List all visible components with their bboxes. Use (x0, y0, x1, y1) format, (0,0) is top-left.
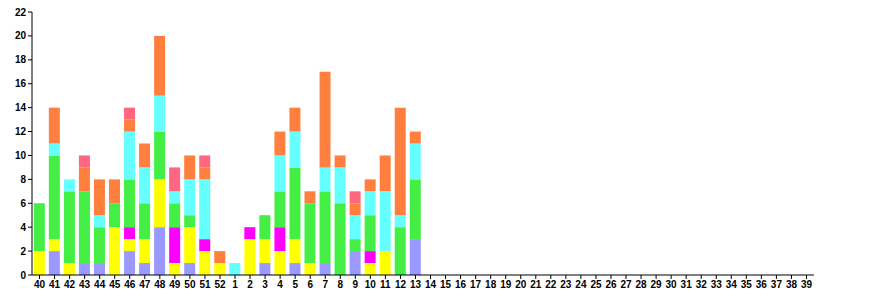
svg-text:41: 41 (49, 279, 61, 290)
svg-text:3: 3 (262, 279, 268, 290)
svg-text:9: 9 (353, 279, 359, 290)
svg-text:18: 18 (15, 54, 27, 65)
svg-text:4: 4 (277, 279, 283, 290)
svg-text:24: 24 (575, 279, 587, 290)
svg-text:23: 23 (560, 279, 572, 290)
svg-text:14: 14 (425, 279, 437, 290)
svg-text:48: 48 (154, 279, 166, 290)
svg-text:29: 29 (651, 279, 663, 290)
svg-text:5: 5 (292, 279, 298, 290)
svg-text:8: 8 (338, 279, 344, 290)
svg-text:14: 14 (15, 102, 27, 113)
svg-text:7: 7 (322, 279, 328, 290)
svg-text:19: 19 (500, 279, 512, 290)
svg-text:1: 1 (232, 279, 238, 290)
svg-text:10: 10 (15, 150, 27, 161)
svg-text:44: 44 (94, 279, 106, 290)
svg-text:0: 0 (20, 270, 26, 281)
svg-text:27: 27 (620, 279, 632, 290)
svg-text:12: 12 (15, 126, 27, 137)
svg-text:46: 46 (124, 279, 136, 290)
svg-text:37: 37 (771, 279, 783, 290)
svg-text:11: 11 (380, 279, 391, 290)
svg-text:6: 6 (307, 279, 313, 290)
svg-text:35: 35 (741, 279, 753, 290)
svg-text:12: 12 (395, 279, 407, 290)
svg-text:34: 34 (726, 279, 738, 290)
svg-text:52: 52 (214, 279, 226, 290)
svg-text:16: 16 (455, 279, 467, 290)
svg-text:13: 13 (410, 279, 422, 290)
svg-text:50: 50 (184, 279, 196, 290)
svg-text:45: 45 (109, 279, 121, 290)
svg-text:47: 47 (139, 279, 151, 290)
svg-text:32: 32 (696, 279, 708, 290)
svg-text:17: 17 (470, 279, 482, 290)
svg-text:15: 15 (440, 279, 452, 290)
svg-text:16: 16 (15, 78, 27, 89)
svg-text:30: 30 (666, 279, 678, 290)
svg-text:25: 25 (590, 279, 602, 290)
svg-text:40: 40 (34, 279, 46, 290)
svg-text:4: 4 (20, 222, 26, 233)
svg-text:49: 49 (169, 279, 181, 290)
svg-text:2: 2 (247, 279, 253, 290)
svg-text:26: 26 (605, 279, 617, 290)
svg-text:33: 33 (711, 279, 723, 290)
svg-text:6: 6 (20, 198, 26, 209)
svg-text:20: 20 (15, 30, 27, 41)
svg-text:42: 42 (64, 279, 76, 290)
svg-text:2: 2 (20, 246, 26, 257)
svg-text:36: 36 (756, 279, 768, 290)
svg-text:20: 20 (515, 279, 527, 290)
svg-text:38: 38 (786, 279, 798, 290)
svg-text:10: 10 (365, 279, 377, 290)
svg-text:51: 51 (199, 279, 211, 290)
svg-text:22: 22 (545, 279, 557, 290)
svg-text:21: 21 (530, 279, 542, 290)
svg-text:31: 31 (681, 279, 693, 290)
svg-text:39: 39 (801, 279, 813, 290)
svg-text:28: 28 (635, 279, 647, 290)
svg-text:43: 43 (79, 279, 91, 290)
svg-text:22: 22 (15, 7, 27, 18)
svg-text:8: 8 (20, 174, 26, 185)
svg-text:18: 18 (485, 279, 497, 290)
